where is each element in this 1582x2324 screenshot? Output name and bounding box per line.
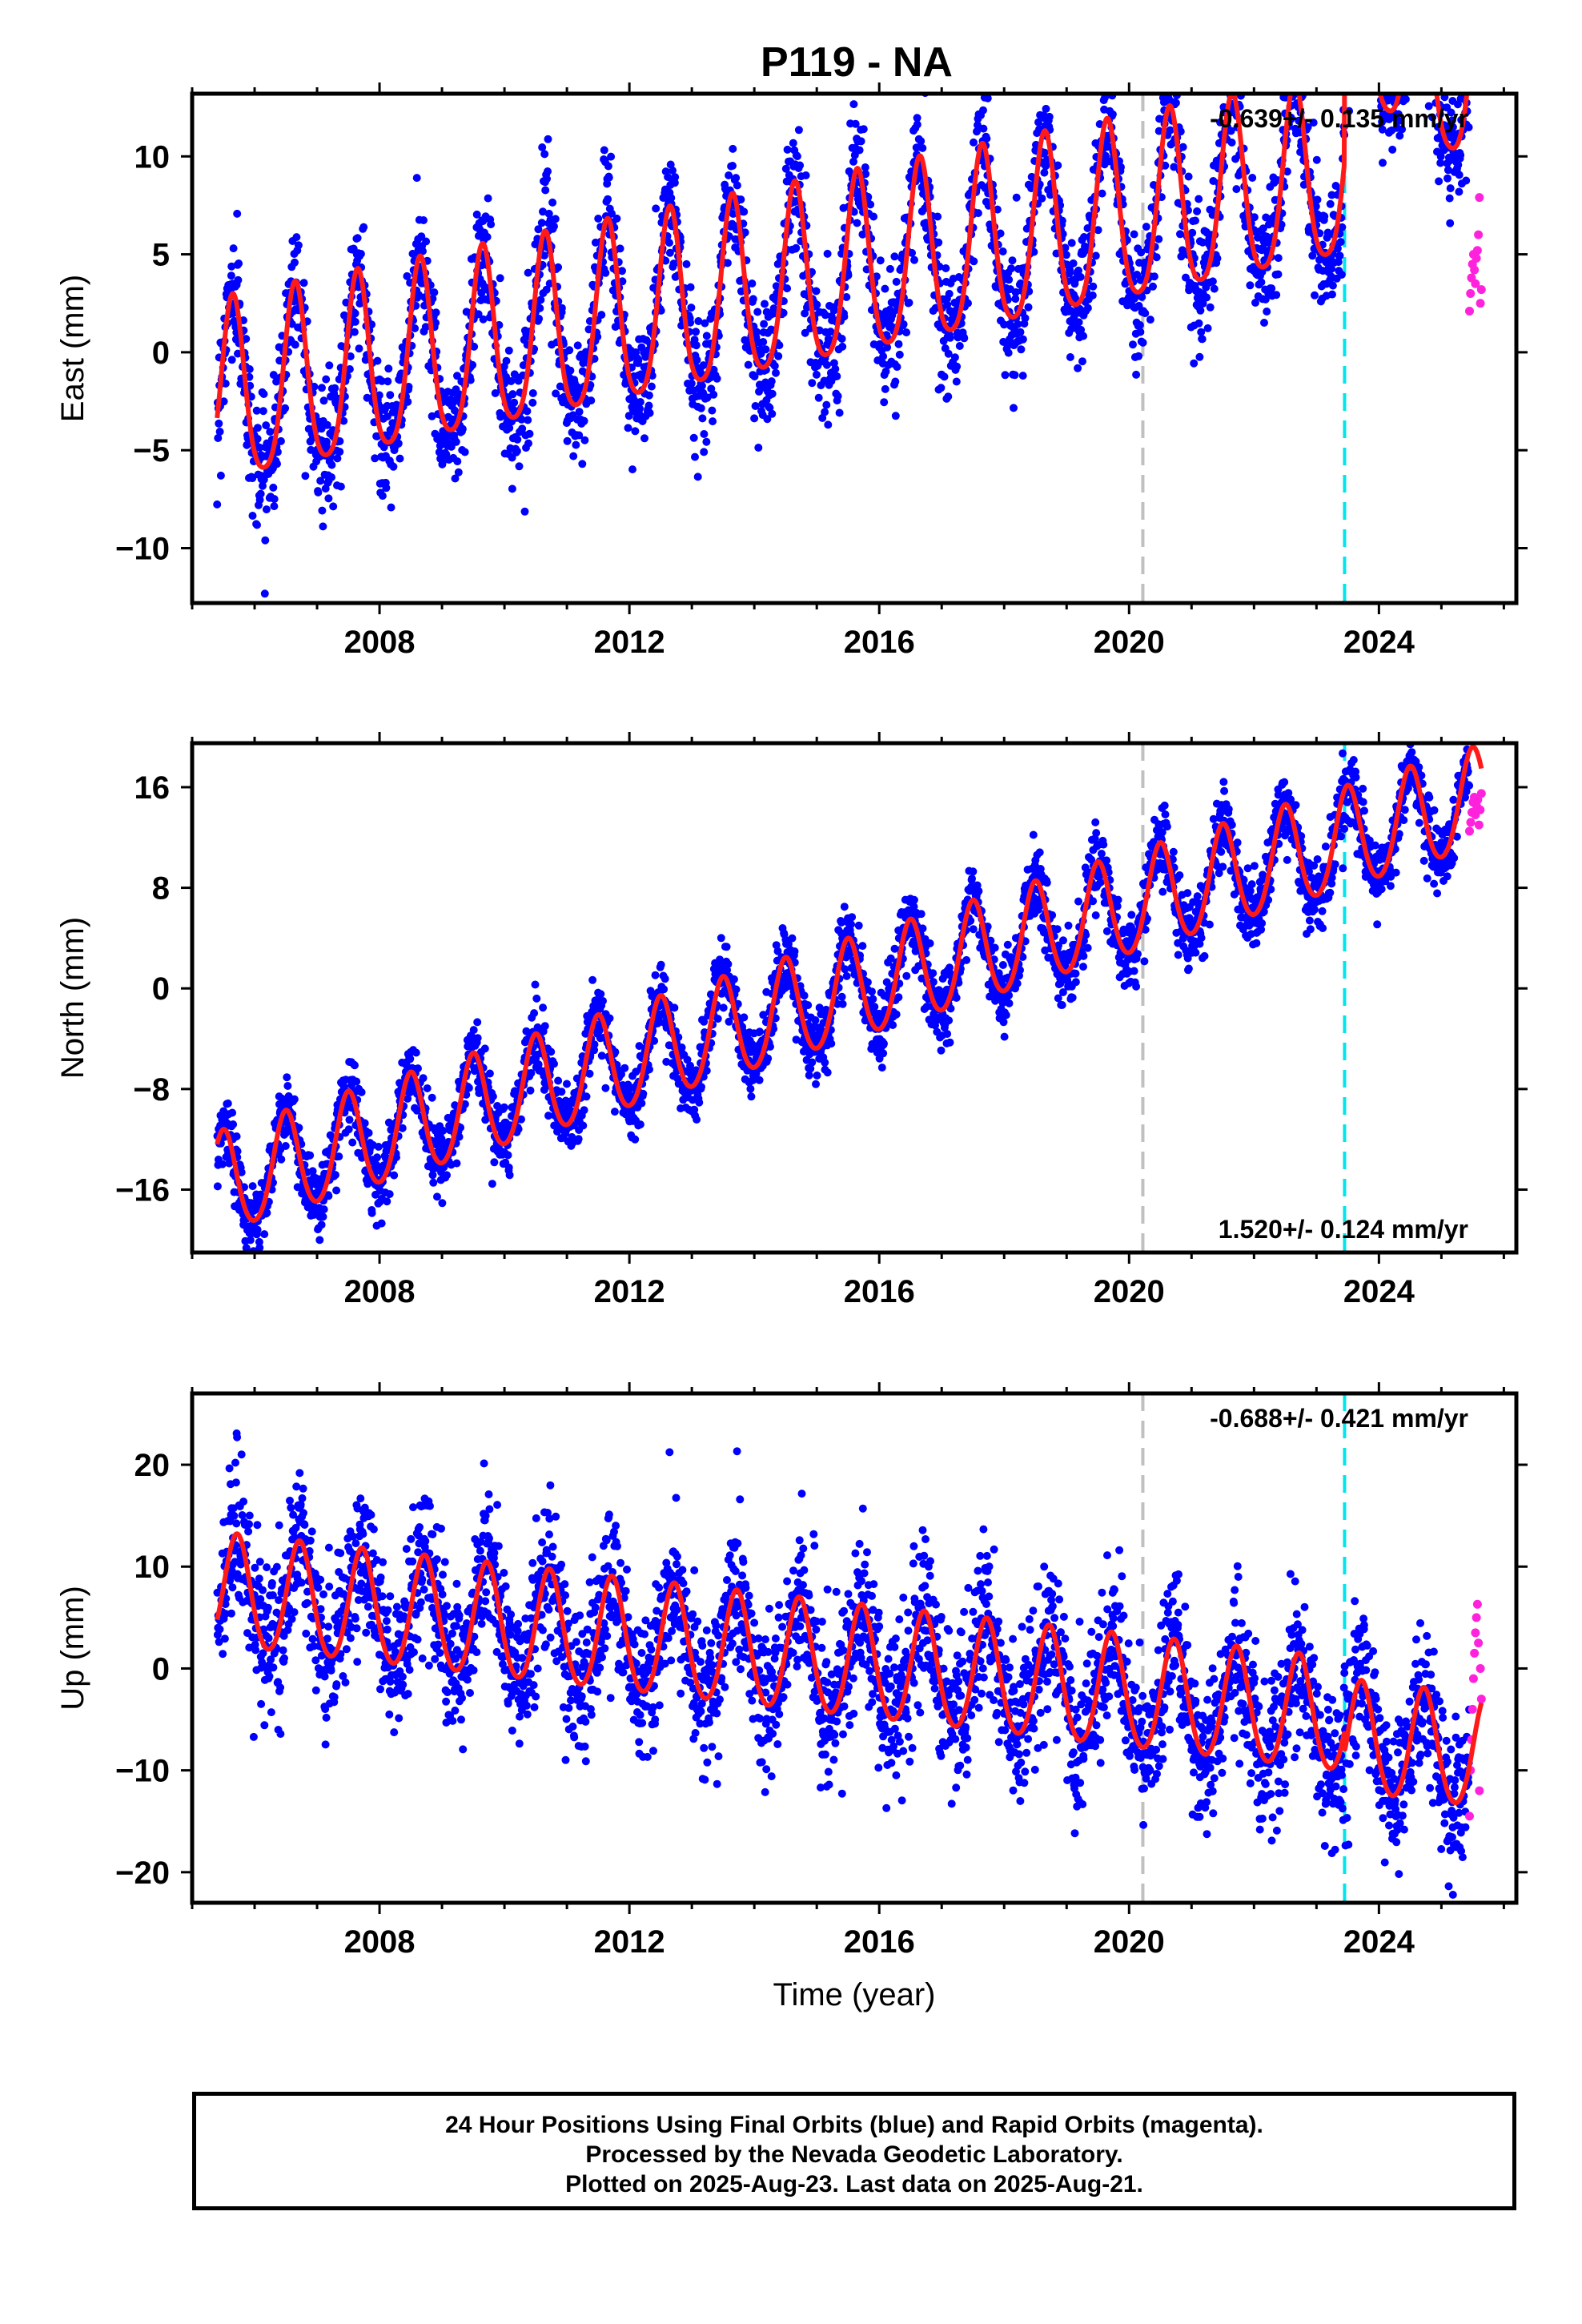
x-tick-label: 2016 [844,1924,915,1960]
rapid-orbit-point [1470,1648,1480,1658]
rate-annotation: -0.639+/- 0.135 mm/yr [1210,104,1468,133]
rate-annotation: -0.688+/- 0.421 mm/yr [1210,1404,1468,1433]
rapid-orbit-point [1472,253,1481,263]
page-title: P119 - NA [761,39,953,86]
rapid-orbit-point [1470,265,1480,275]
y-axis-label: North (mm) [55,917,90,1079]
model-fit-line [215,94,1470,470]
rapid-orbit-point [1471,279,1480,288]
y-axis-label: East (mm) [55,275,90,422]
caption-line-2: Processed by the Nevada Geodetic Laborat… [585,2141,1123,2168]
rapid-orbit-point [1476,789,1486,798]
plot-frame [190,91,1519,605]
rapid-orbit-point [1476,1663,1485,1673]
x-tick-label: 2024 [1343,1924,1415,1960]
y-axis-label: Up (mm) [55,1586,90,1711]
rapid-orbit-point [1472,1613,1481,1622]
plot-area [213,1393,1486,1903]
rapid-orbit-point [1468,1704,1477,1714]
x-tick-label: 2024 [1343,625,1415,660]
rapid-orbit-point [1472,246,1482,255]
y-tick-label: −5 [133,433,170,468]
y-tick-label: 0 [152,971,170,1007]
y-tick-label: 16 [135,770,171,806]
y-tick-label: 10 [135,139,171,175]
x-tick-label: 2016 [844,1274,915,1309]
rapid-orbit-point [1476,1695,1486,1704]
y-tick-label: −10 [115,1754,170,1789]
x-tick-label: 2020 [1094,1924,1165,1960]
y-tick-label: −16 [115,1172,170,1208]
y-tick-label: −8 [133,1072,170,1108]
rapid-orbit-point [1476,299,1485,308]
y-tick-label: 0 [152,336,170,371]
rapid-orbit-point [1476,805,1485,814]
final-orbit-points [213,94,1473,598]
rapid-orbit-point [1471,1628,1480,1638]
caption-box: 24 Hour Positions Using Final Orbits (bl… [192,2092,1516,2210]
y-tick-label: −10 [115,532,170,567]
y-tick-label: 20 [135,1448,171,1483]
x-tick-label: 2020 [1094,625,1165,660]
model-fit-line [215,744,1484,1223]
x-tick-label: 2024 [1343,1274,1415,1309]
chart-panel-east: 2008 2012 2016 2020 2024 −10 −5 0 5 10 East (mm) -0… [55,82,1528,660]
rapid-orbit-point [1476,285,1486,295]
rapid-orbit-point [1466,289,1476,299]
rapid-orbit-point [1468,1674,1478,1683]
final-orbit-points [213,743,1474,1252]
caption-line-1: 24 Hour Positions Using Final Orbits (bl… [445,2112,1263,2138]
y-tick-label: −20 [115,1856,170,1891]
caption-line-3: Plotted on 2025-Aug-23. Last data on 202… [565,2171,1143,2197]
plot-area [213,94,1486,603]
rapid-orbit-point [1474,820,1484,830]
plot-frame [190,741,1519,1255]
chart-panel-up: 2008 2012 2016 2020 2024 −20 −10 0 10 20 Up (mm) Ti… [55,1382,1528,2012]
x-tick-label: 2020 [1094,1274,1165,1309]
x-tick-label: 2012 [594,1274,665,1309]
rapid-orbit-point [1466,818,1476,827]
rate-annotation: 1.520+/- 0.124 mm/yr [1219,1215,1468,1244]
rapid-orbit-point [1475,1786,1484,1795]
y-tick-label: 10 [135,1550,171,1585]
y-tick-label: 8 [152,871,170,907]
final-orbit-points [213,1429,1474,1899]
x-axis-label: Time (year) [773,1977,936,2012]
model-fit-line [215,1531,1484,1806]
x-tick-label: 2008 [344,1274,416,1309]
plot-frame [190,1391,1519,1905]
rapid-orbit-point [1474,1638,1484,1648]
x-tick-label: 2008 [344,1924,416,1960]
rapid-orbit-point [1474,230,1484,239]
y-tick-label: 0 [152,1651,170,1687]
y-tick-label: 5 [152,238,170,273]
rapid-orbit-point [1464,1811,1474,1821]
plot-area [213,743,1486,1252]
rapid-orbit-point [1472,1599,1482,1609]
x-tick-label: 2012 [594,1924,665,1960]
rapid-orbit-point [1464,826,1474,836]
rapid-orbit-point [1464,307,1474,316]
x-tick-label: 2008 [344,625,416,660]
x-tick-label: 2012 [594,625,665,660]
rapid-orbit-point [1475,193,1484,203]
x-tick-label: 2016 [844,625,915,660]
chart-panel-north: 2008 2012 2016 2020 2024 −16 −8 0 8 16 North (mm) 1… [55,732,1528,1309]
